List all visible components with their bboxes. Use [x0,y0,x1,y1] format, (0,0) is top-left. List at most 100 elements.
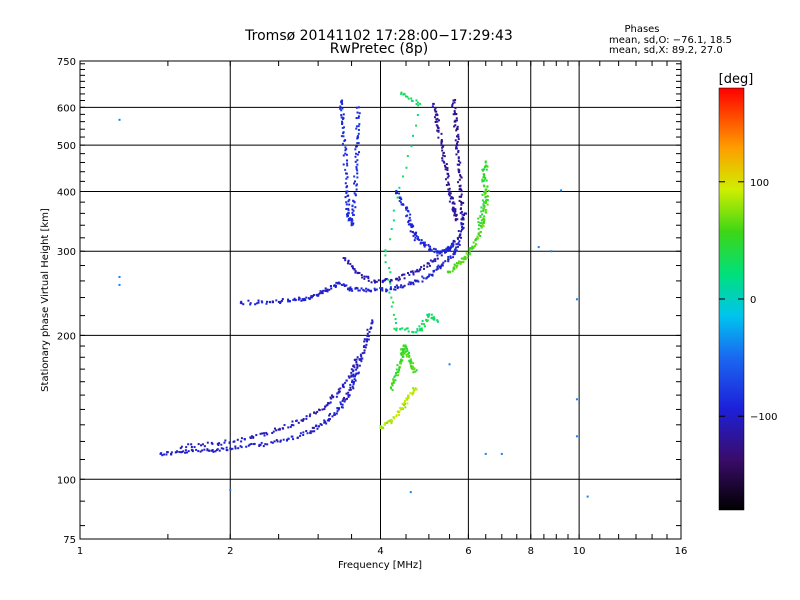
data-point [397,279,400,282]
data-point [356,172,359,175]
data-point [339,105,342,108]
data-point [317,294,320,297]
data-point [355,184,358,187]
data-point [240,440,243,443]
data-point [460,230,463,233]
data-point [431,105,434,108]
data-point [279,302,282,305]
data-point [390,387,393,390]
data-point [410,360,413,363]
data-point [427,275,430,278]
data-point [449,256,452,259]
data-point [444,250,447,253]
data-point [347,212,350,215]
data-point [178,450,181,453]
data-point [414,270,417,273]
data-point [355,361,358,364]
data-point [345,284,348,287]
data-point [442,152,445,155]
data-point [218,449,221,452]
data-point [260,300,263,303]
data-point [375,288,378,291]
data-point [459,212,462,215]
data-point [165,453,168,456]
data-point [346,194,349,197]
data-point [466,256,469,259]
data-point [203,445,206,448]
data-point [484,201,487,204]
data-point [500,452,503,455]
data-point [201,449,204,452]
x-tick-label: 8 [528,546,534,557]
data-point [482,204,485,207]
data-point [475,243,478,246]
data-point [295,419,298,422]
data-point [415,270,418,273]
data-point [392,301,395,304]
data-point [355,372,358,375]
data-point [347,395,350,398]
data-point [345,397,348,400]
data-point [118,118,121,121]
data-point [434,258,437,261]
data-point [316,410,319,413]
data-point [347,219,350,222]
data-point [436,125,439,128]
data-point [402,175,405,178]
data-point [479,224,482,227]
data-point [398,367,401,370]
data-point [476,235,479,238]
data-point [486,195,489,198]
data-point [447,258,450,261]
data-point [351,385,354,388]
data-point [322,289,325,292]
data-point [426,319,429,322]
data-point [185,451,188,454]
data-point [406,347,409,350]
data-point [348,198,351,201]
data-point [356,183,359,186]
data-point [367,277,370,280]
data-point [436,117,439,120]
data-point [441,249,444,252]
data-point [216,448,219,451]
data-point [486,165,489,168]
data-point [298,297,301,300]
data-point [460,236,463,239]
data-point [409,230,412,233]
data-point [354,194,357,197]
data-point [412,231,415,234]
data-point [487,189,490,192]
data-point [220,447,223,450]
data-point [433,116,436,119]
data-point [229,488,232,491]
data-point [458,163,461,166]
data-point [389,271,392,274]
data-point [459,208,462,211]
data-point [385,290,388,293]
data-point [309,431,312,434]
data-point [412,389,415,392]
data-point [353,366,356,369]
data-point [403,273,406,276]
data-point [352,199,355,202]
data-point [459,187,462,190]
data-point [384,422,387,425]
data-point [400,408,403,411]
data-point [346,176,349,179]
data-point [385,288,388,291]
data-point [345,379,348,382]
data-point [265,300,268,303]
data-point [351,265,354,268]
data-point [434,110,437,113]
data-point [206,449,209,452]
data-point [357,128,360,131]
data-point [348,288,351,291]
data-point [486,199,489,202]
y-tick-label: 400 [57,187,76,198]
data-point [357,371,360,374]
data-point [537,246,540,249]
data-point [477,237,480,240]
data-point [321,408,324,411]
data-point [460,202,463,205]
